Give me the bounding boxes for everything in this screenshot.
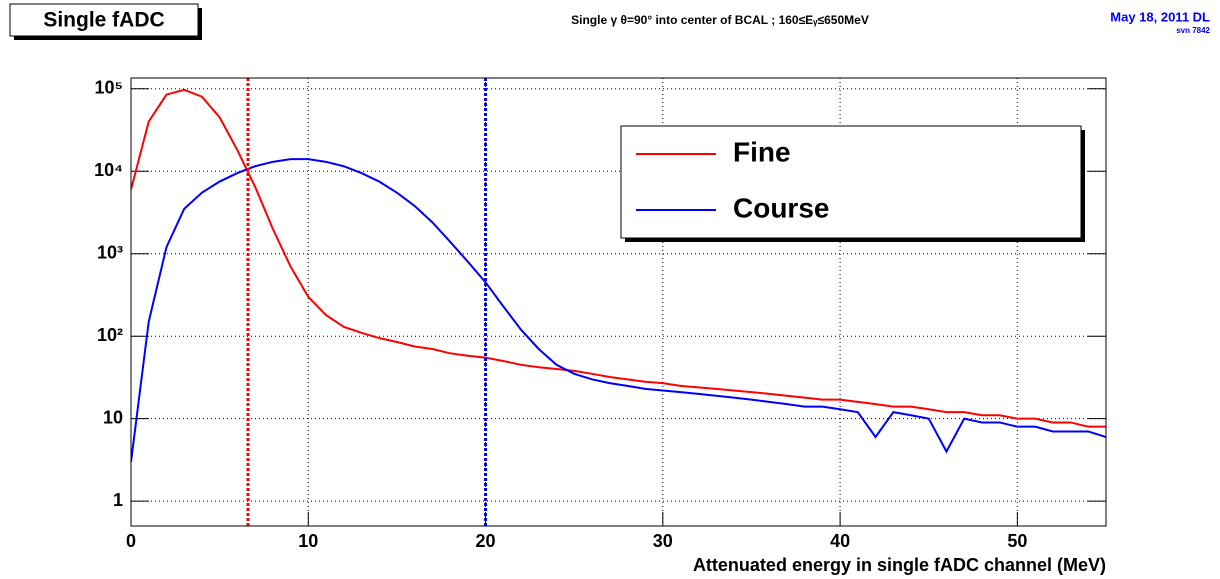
x-tick-label: 10 <box>298 531 318 551</box>
y-tick-label: 1 <box>113 490 123 510</box>
x-tick-label: 50 <box>1007 531 1027 551</box>
subtitle: Single γ θ=90° into center of BCAL ; 160… <box>571 13 869 27</box>
y-tick-label: 10³ <box>97 242 123 262</box>
y-tick-label: 10² <box>97 325 123 345</box>
y-tick-label: 10 <box>103 407 123 427</box>
title-box <box>9 3 199 37</box>
y-tick-label: 10⁵ <box>95 78 123 98</box>
legend-box <box>620 125 1082 239</box>
chart-title: Single fADC <box>43 9 164 32</box>
series-line <box>131 158 1106 462</box>
date: May 18, 2011 DL <box>1110 9 1210 24</box>
x-tick-label: 0 <box>126 531 136 551</box>
series-line <box>131 88 1106 428</box>
x-tick-label: 20 <box>476 531 496 551</box>
x-axis-label: Attenuated energy in single fADC channel… <box>693 555 1106 575</box>
version: svn 7842 <box>1176 26 1210 35</box>
legend-label: Course <box>733 192 829 223</box>
legend-label: Fine <box>733 136 791 167</box>
x-tick-label: 40 <box>830 531 850 551</box>
x-tick-label: 30 <box>653 531 673 551</box>
plot-frame <box>130 77 1107 527</box>
y-tick-label: 10⁴ <box>94 160 123 180</box>
